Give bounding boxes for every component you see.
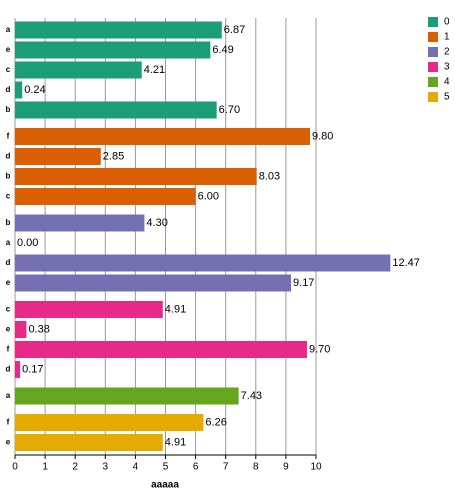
x-tick-label: 9	[283, 462, 289, 473]
category-label: e	[6, 438, 11, 447]
legend-label: 5	[444, 92, 450, 103]
value-label: 9.17	[293, 277, 314, 289]
bar	[15, 301, 163, 318]
value-label: 6.26	[205, 416, 226, 428]
value-label: 4.91	[165, 303, 186, 315]
category-label: e	[6, 278, 11, 287]
bar	[15, 254, 391, 272]
bar	[15, 168, 257, 185]
legend-label: 2	[444, 47, 450, 58]
value-label: 0.38	[28, 323, 49, 335]
legend-swatch	[428, 17, 438, 27]
x-tick-label: 0	[12, 462, 18, 473]
category-label: b	[6, 172, 11, 181]
bar	[15, 81, 23, 99]
value-label: 12.47	[392, 257, 420, 269]
bar	[15, 321, 27, 338]
x-tick-label: 5	[163, 462, 169, 473]
category-label: b	[6, 105, 11, 114]
value-label: 4.30	[146, 217, 167, 229]
bar	[15, 341, 307, 358]
category-label: a	[6, 25, 11, 34]
category-label: d	[6, 365, 11, 374]
bar	[15, 188, 196, 205]
category-label: d	[6, 258, 11, 267]
value-label: 9.80	[312, 130, 333, 142]
legend-label: 3	[444, 62, 450, 73]
category-label: f	[7, 132, 10, 141]
category-label: f	[7, 418, 10, 427]
bar	[15, 214, 145, 232]
bar	[15, 61, 142, 79]
legend-swatch	[428, 32, 438, 42]
category-label: a	[6, 391, 11, 400]
legend-swatch	[428, 92, 438, 102]
category-label: a	[6, 238, 11, 247]
value-label: 0.17	[22, 363, 43, 375]
category-label: f	[7, 345, 10, 354]
x-tick-label: 7	[223, 462, 229, 473]
bar	[15, 434, 163, 451]
x-tick-label: 4	[133, 462, 139, 473]
x-tick-label: 6	[193, 462, 199, 473]
value-label: 7.43	[241, 390, 262, 402]
value-label: 4.21	[144, 64, 165, 76]
category-label: c	[6, 192, 11, 201]
category-label: c	[6, 65, 11, 74]
value-label: 0.24	[24, 84, 45, 96]
bar	[15, 41, 211, 59]
bar	[15, 274, 292, 292]
bar	[15, 361, 21, 378]
value-label: 9.70	[309, 343, 330, 355]
bar	[15, 387, 239, 405]
category-label: d	[6, 85, 11, 94]
value-label: 0.00	[17, 237, 38, 249]
x-tick-label: 8	[253, 462, 259, 473]
x-tick-label: 2	[72, 462, 78, 473]
category-label: e	[6, 325, 11, 334]
value-label: 6.87	[224, 24, 245, 36]
legend-swatch	[428, 47, 438, 57]
value-label: 4.91	[165, 436, 186, 448]
value-label: 2.85	[103, 150, 124, 162]
category-label: c	[6, 305, 11, 314]
value-label: 8.03	[259, 170, 280, 182]
x-tick-label: 10	[310, 462, 322, 473]
x-tick-label: 1	[42, 462, 48, 473]
bar	[15, 414, 204, 431]
category-label: b	[6, 218, 11, 227]
bar	[15, 128, 310, 145]
value-label: 6.00	[198, 190, 219, 202]
legend-label: 1	[444, 32, 450, 43]
legend-swatch	[428, 62, 438, 72]
legend-label: 4	[444, 77, 450, 88]
value-label: 6.49	[212, 44, 233, 56]
category-label: e	[6, 45, 11, 54]
legend-swatch	[428, 77, 438, 87]
bar	[15, 148, 101, 165]
x-tick-label: 3	[103, 462, 109, 473]
legend-label: 0	[444, 17, 450, 28]
bar	[15, 101, 217, 119]
bar	[15, 21, 222, 39]
x-axis-label: aaaaa	[151, 480, 179, 491]
category-label: d	[6, 152, 11, 161]
value-label: 6.70	[219, 104, 240, 116]
